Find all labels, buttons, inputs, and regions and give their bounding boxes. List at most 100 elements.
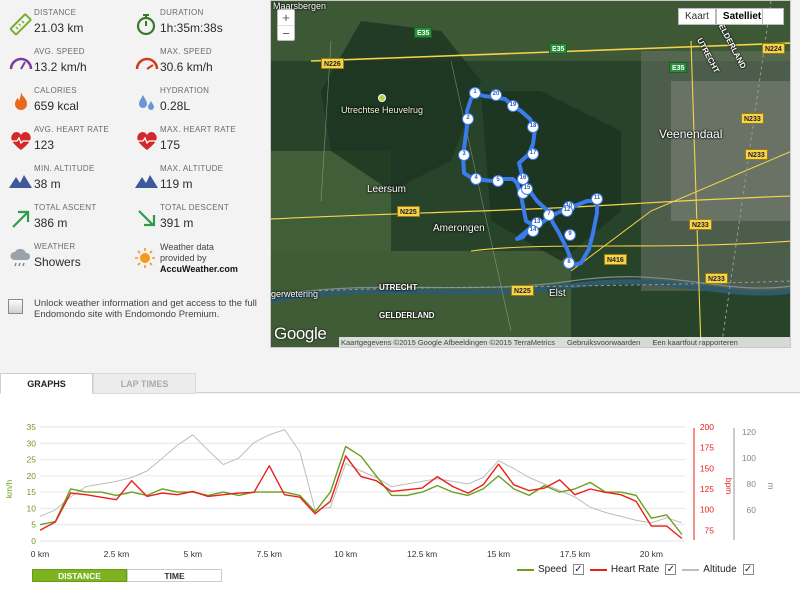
stat-label: AVG. SPEED <box>34 47 85 56</box>
y-tick-speed: 0 <box>31 536 36 546</box>
accuweather-link[interactable]: AccuWeather.com <box>160 264 238 274</box>
route-marker[interactable]: 4 <box>470 173 482 185</box>
route-marker[interactable]: 12 <box>561 205 573 217</box>
terms-link[interactable]: Gebruiksvoorwaarden <box>566 338 641 347</box>
route-marker[interactable]: 8 <box>563 257 575 269</box>
legend-swatch-altitude <box>682 568 700 571</box>
route-marker[interactable]: 1 <box>469 87 481 99</box>
graph-tabs: GRAPHS LAP TIMES <box>0 373 800 394</box>
y-tick-speed: 30 <box>27 438 37 448</box>
weather-provider-line1: Weather data <box>160 242 214 252</box>
stat-value: 13.2 km/h <box>34 60 87 74</box>
route-marker[interactable]: 7 <box>543 209 555 221</box>
workout-chart[interactable]: 0 5 10 15 20 25 30 35 km/h 75 100 125 150 175 200 bpm 60… <box>0 394 800 564</box>
stat-label: AVG. HEART RATE <box>34 125 110 134</box>
tab-graphs[interactable]: GRAPHS <box>0 373 93 394</box>
road-shield: N233 <box>741 113 764 124</box>
time-toggle-button[interactable]: TIME <box>127 569 222 582</box>
road-shield: N416 <box>604 254 627 265</box>
graph-panel: 0 5 10 15 20 25 30 35 km/h 75 100 125 150 175 200 bpm 60… <box>0 394 800 605</box>
legend-label: Speed <box>538 564 567 575</box>
stat-value: 119 m <box>160 177 193 191</box>
road-shield: E35 <box>414 27 433 38</box>
x-tick: 17.5 km <box>560 549 590 559</box>
series-line-altitude <box>39 429 683 524</box>
stat-value: 391 m <box>160 216 194 230</box>
stat-value: 386 m <box>34 216 68 230</box>
legend-swatch-speed <box>517 568 534 571</box>
map-type-satellite-button[interactable]: Satelliet <box>715 8 769 25</box>
distance-toggle-button[interactable]: DISTANCE <box>32 569 127 582</box>
route-marker[interactable]: 16 <box>517 173 529 185</box>
place-label: Utrechtse Heuvelrug <box>341 105 424 115</box>
legend-speed: Speed ✓ <box>517 564 584 575</box>
map-type-map-button[interactable]: Kaart <box>678 8 716 25</box>
stat-label: HYDRATION <box>160 86 210 95</box>
stat-label: DISTANCE <box>34 8 77 17</box>
route-map[interactable]: Maarsbergen Utrechtse Heuvelrug Veenenda… <box>270 0 791 348</box>
google-logo: Google <box>274 324 327 343</box>
x-tick: 0 km <box>31 549 49 559</box>
weather-provider-text: Weather data provided by AccuWeather.com <box>160 242 238 275</box>
stat-value: 1h:35m:38s <box>160 21 223 35</box>
stat-label: MAX. SPEED <box>160 47 212 56</box>
stat-label: WEATHER <box>34 242 76 251</box>
route-marker[interactable]: 18 <box>527 121 539 133</box>
arrow-up-right-icon <box>12 210 30 228</box>
stat-value: Showers <box>34 255 81 269</box>
route-marker[interactable]: 14 <box>527 225 539 237</box>
route-marker[interactable]: 17 <box>527 148 539 160</box>
premium-icon <box>8 299 23 314</box>
route-marker[interactable]: 19 <box>507 100 519 112</box>
chart-legend: Speed ✓ Heart Rate ✓ Altitude ✓ <box>517 564 760 575</box>
stat-value: 38 m <box>34 177 61 191</box>
route-marker[interactable]: 9 <box>564 229 576 241</box>
fullscreen-button[interactable] <box>762 8 784 25</box>
road-shield: E35 <box>669 62 688 73</box>
x-tick: 2.5 km <box>104 549 130 559</box>
altitude-checkbox[interactable]: ✓ <box>742 564 754 575</box>
route-marker[interactable]: 3 <box>458 149 470 161</box>
report-error-link[interactable]: Een kaartfout rapporteren <box>652 338 738 347</box>
heart-icon <box>11 132 31 150</box>
y-tick-altitude: 60 <box>747 505 757 515</box>
route-marker[interactable]: 5 <box>492 175 504 187</box>
heart-rate-checkbox[interactable]: ✓ <box>665 564 677 575</box>
x-tick: 12.5 km <box>407 549 437 559</box>
stopwatch-icon <box>136 14 156 36</box>
stat-label: MAX. ALTITUDE <box>160 164 224 173</box>
stat-label: CALORIES <box>34 86 77 95</box>
y-tick-heart-rate: 150 <box>700 463 714 473</box>
road-shield: N233 <box>705 273 728 284</box>
route-marker[interactable]: 2 <box>462 113 474 125</box>
zoom-in-button[interactable]: + <box>282 10 290 25</box>
place-label: Leersum <box>367 184 406 195</box>
route-marker[interactable]: 11 <box>591 193 603 205</box>
speedometer-max-icon <box>135 57 159 70</box>
x-tick: 20 km <box>640 549 663 559</box>
premium-promo-text[interactable]: Unlock weather information and get acces… <box>34 298 257 320</box>
y-tick-speed: 10 <box>27 503 37 513</box>
zoom-out-button[interactable]: − <box>278 25 294 41</box>
heart-icon <box>137 132 157 150</box>
mountain-icon <box>9 175 32 188</box>
route-marker[interactable]: 15 <box>521 183 533 195</box>
road-shield: N225 <box>397 206 420 217</box>
y-axis-label-speed: km/h <box>4 480 14 499</box>
map-attribution: Kaartgegevens ©2015 Google Afbeeldingen … <box>339 337 790 347</box>
ruler-icon <box>9 13 32 36</box>
zoom-control: + − <box>277 9 295 41</box>
y-tick-heart-rate: 175 <box>700 443 714 453</box>
stat-value: 21.03 km <box>34 21 84 35</box>
series-line-heart-rate <box>39 455 683 540</box>
speed-checkbox[interactable]: ✓ <box>572 564 584 575</box>
workout-stats: DISTANCE 21.03 km DURATION 1h:35m:38s AV… <box>0 0 265 345</box>
road-shield: N226 <box>321 58 344 69</box>
rain-cloud-icon <box>10 248 31 267</box>
stat-value: 0.28L <box>160 99 191 113</box>
tab-lap-times[interactable]: LAP TIMES <box>93 373 196 394</box>
route-marker[interactable]: 20 <box>490 89 502 101</box>
stat-label: MIN. ALTITUDE <box>34 164 95 173</box>
y-tick-speed: 5 <box>31 520 36 530</box>
mountain-icon <box>135 175 158 188</box>
